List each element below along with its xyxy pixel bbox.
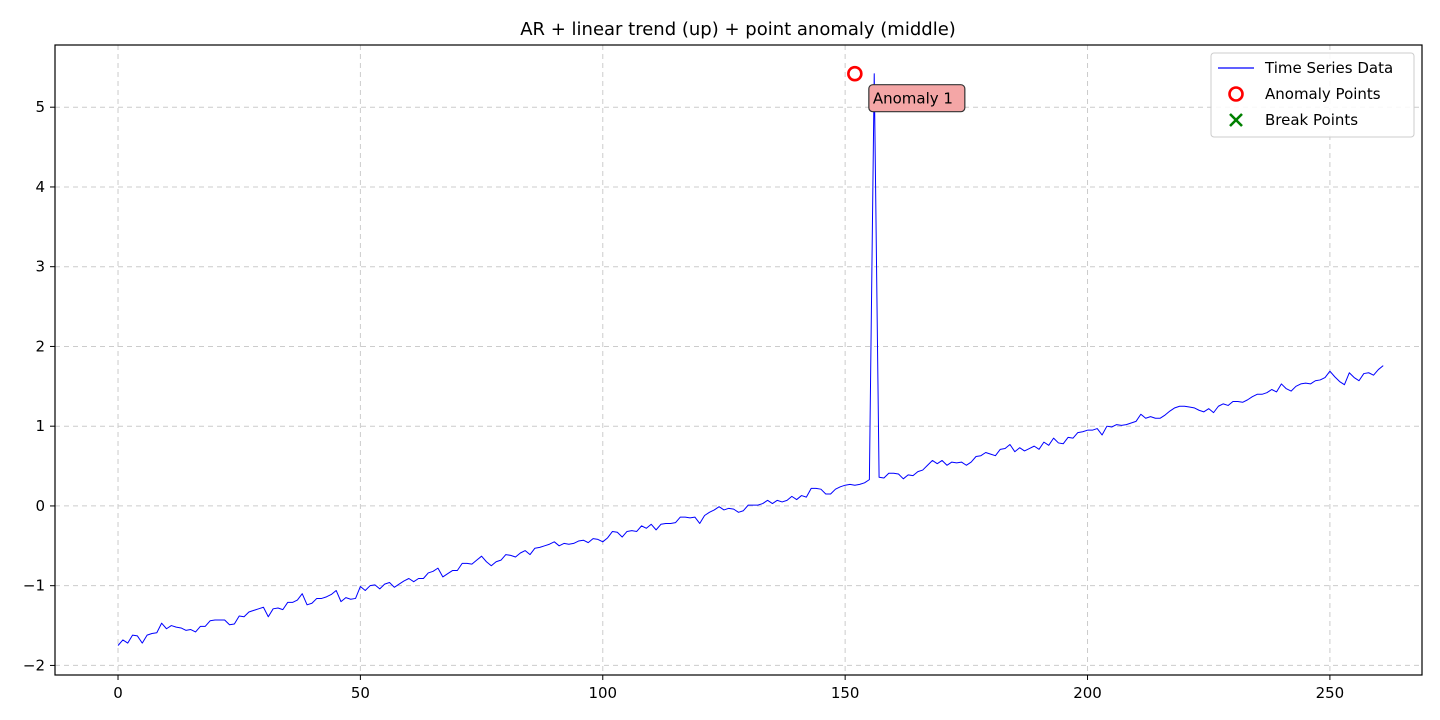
anomaly-point-marker [847,65,863,82]
annotation-text: Anomaly 1 [873,90,953,108]
x-tick-label: 250 [1316,684,1345,702]
legend-frame [1210,52,1415,138]
legend: Time Series Data Anomaly Points Break Poin… [1210,52,1415,138]
y-tick-label: −1 [23,577,45,595]
y-tick-label: 1 [35,417,45,435]
series-line-time-series-data [117,73,1384,646]
y-tick-label: 4 [35,178,45,196]
y-tick-label: 2 [35,337,45,355]
legend-swatch-x [1229,113,1243,127]
annotation-background [868,84,966,113]
plot-area [117,65,1384,646]
chart-title: AR + linear trend (up) + point anomaly (… [520,19,956,40]
x-tick-label: 100 [588,684,617,702]
x-tick-label: 0 [113,684,123,702]
legend-label: Time Series Data [1264,59,1393,77]
legend-label: Anomaly Points [1265,85,1381,103]
x-tick-label: 150 [831,684,860,702]
y-tick-label: 5 [35,98,45,116]
y-tick-label: 3 [35,258,45,276]
y-tick-label: 0 [35,497,45,515]
axes-frame [54,44,1423,676]
y-tick-label: −2 [23,656,45,674]
legend-label: Break Points [1265,111,1358,129]
annotation-box: Anomaly 1 [868,84,966,113]
x-tick-label: 200 [1073,684,1102,702]
x-tick-label: 50 [351,684,370,702]
annotations: Anomaly 1 [868,84,966,113]
axis-ticks: 0 50 100 150 200 250 −2 −1 0 1 2 3 4 5 [23,98,1344,702]
grid-lines [55,45,1422,675]
legend-swatch-circle [1228,86,1244,102]
